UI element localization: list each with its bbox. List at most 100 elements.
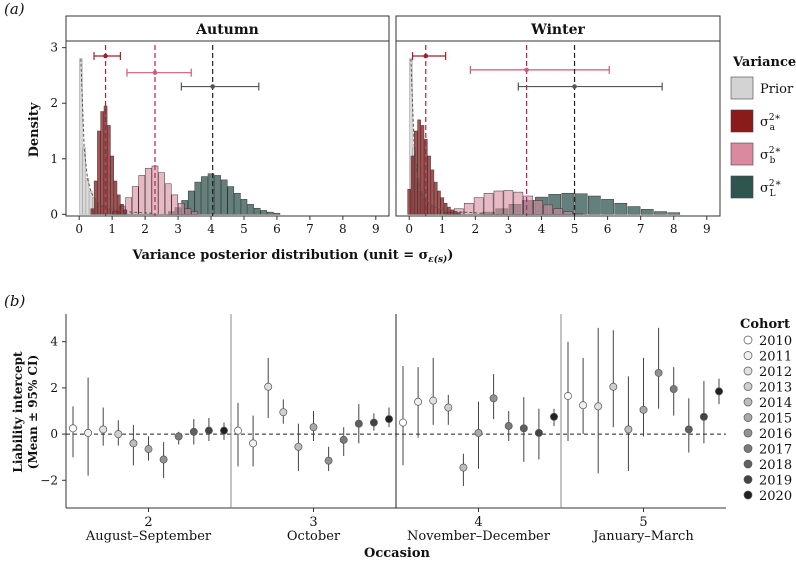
cohort-point-2016	[654, 368, 663, 377]
legend-label-2013: 2013	[759, 381, 792, 396]
cohort-point-2018	[519, 424, 528, 433]
occasion-number: 4	[474, 515, 482, 530]
bar-sigma-a	[110, 155, 114, 215]
cohort-point-2019	[699, 412, 708, 421]
bar-sigma-L	[654, 211, 667, 215]
legend-swatch-2019	[743, 475, 753, 484]
cohort-point-2017	[174, 432, 183, 441]
bar-sigma-b	[483, 192, 494, 215]
occasion-label: August–September	[85, 529, 212, 544]
legend-label-2020: 2020	[759, 489, 792, 504]
cohort-point-2017	[669, 385, 678, 394]
cohort-point-2018	[354, 419, 363, 428]
cohort-point-2014	[459, 463, 468, 472]
interval-point-L	[572, 84, 577, 89]
cohort-point-2010	[69, 424, 77, 433]
cohort-point-2020	[715, 387, 723, 396]
bar-sigma-b	[145, 167, 152, 215]
occasion-number: 5	[639, 515, 647, 530]
bar-sigma-a	[450, 209, 454, 215]
bar-sigma-a	[414, 130, 418, 215]
cohort-point-2016	[489, 394, 498, 403]
bar-sigma-b	[178, 202, 185, 215]
cohort-point-2015	[144, 445, 153, 454]
x-tick-label: 9	[703, 222, 711, 236]
bar-sigma-L	[588, 195, 601, 215]
x-tick-label: 2	[472, 222, 480, 236]
y-tick-label: 1	[50, 152, 58, 166]
x-tick-label: 1	[438, 222, 446, 236]
prior-density-curve	[80, 58, 152, 214]
x-tick-label: 5	[240, 222, 248, 236]
bar-sigma-L	[627, 206, 641, 215]
bar-sigma-b	[493, 190, 504, 215]
cohort-point-2015	[309, 423, 318, 432]
legend-label-2010: 2010	[759, 334, 792, 349]
bar-sigma-b	[573, 212, 583, 215]
legend-swatch-2020	[743, 490, 753, 500]
prior-bar	[85, 178, 90, 215]
legend-swatch-2016	[743, 428, 753, 438]
bar-sigma-a	[420, 125, 425, 215]
cohort-point-2010	[564, 392, 572, 400]
bar-sigma-L	[561, 192, 575, 215]
cohort-point-2019	[369, 418, 378, 427]
legend-swatch-2017	[743, 444, 753, 453]
x-tick-label: 7	[637, 222, 645, 236]
bar-sigma-L	[227, 186, 235, 215]
cohort-point-2014	[624, 425, 633, 434]
bar-sigma-L	[194, 181, 202, 215]
bar-sigma-a	[417, 119, 421, 215]
cohort-legend: Cohort 201020112012201320142015201620172…	[740, 317, 792, 504]
bar-sigma-a	[410, 155, 415, 215]
facet-title: Autumn	[195, 22, 259, 38]
legend-swatch-2018	[743, 459, 753, 469]
plot-frame	[395, 40, 721, 217]
plot-frame	[65, 40, 390, 217]
occasion-number: 2	[144, 515, 152, 530]
cohort-point-2011	[579, 401, 588, 410]
bar-sigma-L	[601, 199, 614, 215]
facet-strip	[65, 15, 390, 42]
bar-sigma-L	[640, 209, 654, 215]
x-tick-label: 1	[108, 222, 116, 236]
bar-sigma-L	[247, 204, 254, 215]
bar-sigma-L	[614, 202, 628, 215]
x-tick-label: 0	[405, 222, 413, 236]
cohort-point-2019	[534, 428, 543, 437]
panel-label-a: (a)	[4, 0, 25, 18]
facet-strip	[395, 15, 721, 42]
bar-sigma-a	[457, 212, 461, 215]
x-tick-label: 2	[141, 222, 149, 236]
interval-point-b	[152, 70, 158, 75]
occasion-number: 3	[309, 515, 317, 530]
x-tick-label: 8	[339, 222, 347, 236]
legend-swatch-2013	[743, 382, 753, 391]
cohort-point-2015	[639, 405, 648, 414]
legend-title: Cohort	[740, 317, 790, 332]
x-tick-label: 5	[571, 222, 579, 236]
bar-sigma-a	[107, 125, 111, 215]
x-tick-label: 8	[670, 222, 678, 236]
bar-sigma-L	[234, 192, 241, 215]
interval-point-a	[423, 53, 429, 59]
bar-sigma-a	[116, 194, 121, 215]
bar-sigma-L	[214, 175, 221, 215]
bar-sigma-b	[563, 211, 573, 215]
cohort-point-2012	[264, 382, 273, 391]
x-tick-label: 7	[306, 222, 314, 236]
bar-sigma-b	[138, 175, 146, 215]
bar-sigma-a	[97, 130, 101, 215]
bar-sigma-a	[113, 180, 118, 215]
occasion-label: November–December	[407, 529, 551, 544]
cohort-point-2018	[189, 427, 198, 436]
variance-histogram-chart: Density Variance posterior distribution …	[27, 15, 796, 265]
cohort-point-2016	[159, 455, 168, 464]
bar-sigma-a	[407, 189, 411, 215]
y-axis-label-2: (Mean ± 95% CI)	[26, 355, 40, 470]
y-tick-label: 4	[50, 335, 58, 349]
x-tick-label: 3	[174, 222, 182, 236]
legend-label-prior: Prior	[760, 82, 794, 97]
cohort-point-2012	[594, 402, 603, 411]
